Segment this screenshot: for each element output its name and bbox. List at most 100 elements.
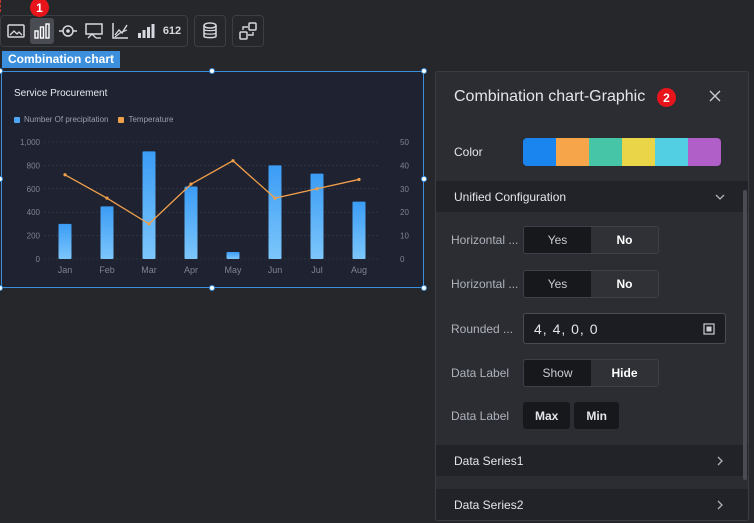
color-swatch-2[interactable] (556, 138, 589, 166)
bar-may (226, 251, 240, 259)
horizontal-label-1: Horizontal ... (451, 232, 519, 247)
y-tick-right: 10 (400, 232, 409, 241)
chart-plot: 0 0 200 10 400 20 600 30 800 40 1,000 50 Jan Feb Mar Ap… (20, 138, 409, 275)
color-swatch-5[interactable] (655, 138, 688, 166)
color-swatch-1[interactable] (523, 138, 556, 166)
data-group (194, 15, 226, 47)
x-tick-label: Jul (311, 265, 323, 275)
bar-jun (268, 165, 282, 259)
option-no[interactable]: No (591, 270, 658, 297)
component-label[interactable]: Combination chart (2, 51, 121, 68)
expand-icon[interactable] (703, 323, 715, 335)
x-tick-label: Jan (58, 265, 73, 275)
target-button[interactable] (56, 18, 80, 44)
max-button[interactable]: Max (523, 402, 571, 429)
y-tick-left: 1,000 (20, 138, 41, 147)
interaction-group (232, 15, 264, 47)
option-hide[interactable]: Hide (591, 359, 658, 386)
y-tick-left: 0 (36, 255, 41, 264)
x-tick-label: Mar (141, 265, 157, 275)
temperature-point (105, 196, 109, 200)
data-series1-label: Data Series1 (454, 453, 524, 468)
database-button[interactable] (198, 18, 222, 44)
stacked-bar-button[interactable] (134, 18, 158, 44)
chart-title: Service Procurement (14, 88, 108, 99)
unified-config-header[interactable]: Unified Configuration (436, 181, 748, 212)
resize-handle[interactable] (0, 68, 3, 74)
min-button[interactable]: Min (574, 402, 620, 429)
temperature-line (64, 159, 360, 225)
target-icon (59, 25, 77, 37)
x-tick-label: Aug (351, 265, 367, 275)
option-show[interactable]: Show (542, 365, 573, 380)
resize-handle[interactable] (421, 68, 427, 74)
option-yes[interactable]: Yes (547, 276, 568, 291)
chart-toolbar: 612 (0, 15, 270, 47)
option-yes[interactable]: Yes (547, 232, 568, 247)
combination-chart[interactable]: Service Procurement Number Of precipitat… (1, 71, 424, 288)
horizontal-label-2: Horizontal ... (451, 276, 519, 291)
data-series1-header[interactable]: Data Series1 (436, 445, 748, 476)
x-tick-label: Apr (184, 265, 198, 275)
color-palette[interactable] (523, 138, 721, 166)
bar-mar (142, 151, 156, 259)
bar-chart-button[interactable] (30, 18, 54, 44)
color-swatch-3[interactable] (589, 138, 622, 166)
axis-line-icon (112, 23, 128, 39)
chevron-down-icon (715, 194, 725, 200)
y-tick-right: 30 (400, 185, 409, 194)
link-swap-icon (239, 22, 257, 40)
rounded-row: Rounded ... 4, 4, 0, 0 (436, 313, 748, 344)
image-chart-button[interactable] (4, 18, 28, 44)
legend-swatch (118, 116, 125, 123)
number-612-icon: 612 (162, 25, 182, 37)
axis-line-button[interactable] (108, 18, 132, 44)
database-icon (203, 22, 217, 39)
x-tick-label: May (224, 265, 242, 275)
legend-label: Number Of precipitation (24, 115, 109, 124)
bar-apr (184, 186, 198, 259)
color-swatch-6[interactable] (688, 138, 721, 166)
data-series2-header[interactable]: Data Series2 (436, 489, 748, 520)
monitor-button[interactable] (82, 18, 106, 44)
resize-handle[interactable] (0, 176, 3, 182)
y-tick-right: 50 (400, 138, 409, 147)
horizontal-row-1: Horizontal ... Yes No (436, 225, 748, 254)
resize-handle[interactable] (0, 285, 3, 291)
data-label-toggle: Show Hide (523, 358, 659, 387)
chevron-right-icon (717, 500, 723, 510)
bar-chart-icon (34, 23, 50, 39)
resize-handle[interactable] (421, 176, 427, 182)
panel-title: Combination chart-Graphic (454, 88, 646, 105)
step-badge-2: 2 (657, 88, 676, 107)
color-swatch-4[interactable] (622, 138, 655, 166)
chevron-right-icon (717, 456, 723, 466)
number-612-button[interactable]: 612 (160, 18, 184, 44)
monitor-icon (85, 23, 103, 39)
rounded-value: 4, 4, 0, 0 (534, 320, 599, 337)
resize-handle[interactable] (209, 68, 215, 74)
y-tick-left: 400 (27, 208, 41, 217)
panel-scrollbar[interactable] (743, 190, 747, 480)
legend-swatch (14, 116, 20, 123)
guide-marker (0, 0, 2, 12)
chart-legend: Number Of precipitation Temperature (14, 115, 173, 124)
x-tick-label: Feb (99, 265, 115, 275)
resize-handle[interactable] (421, 285, 427, 291)
step-badge-1: 1 (30, 0, 49, 17)
interaction-button[interactable] (236, 18, 260, 44)
legend-item-temperature[interactable]: Temperature (118, 115, 173, 124)
resize-handle[interactable] (209, 285, 215, 291)
data-label-row-2: Data Label Max Min (436, 401, 748, 430)
legend-item-precipitation[interactable]: Number Of precipitation (14, 115, 108, 124)
stacked-bar-icon (138, 24, 155, 38)
close-icon[interactable] (708, 89, 722, 103)
bar-jul (310, 173, 324, 259)
color-row: Color (436, 137, 748, 167)
rounded-corner-input[interactable]: 4, 4, 0, 0 (523, 313, 726, 344)
temperature-point (147, 222, 151, 226)
option-no[interactable]: No (591, 226, 658, 253)
unified-config-label: Unified Configuration (454, 189, 567, 204)
image-chart-icon (7, 24, 25, 38)
color-label: Color (454, 145, 483, 159)
